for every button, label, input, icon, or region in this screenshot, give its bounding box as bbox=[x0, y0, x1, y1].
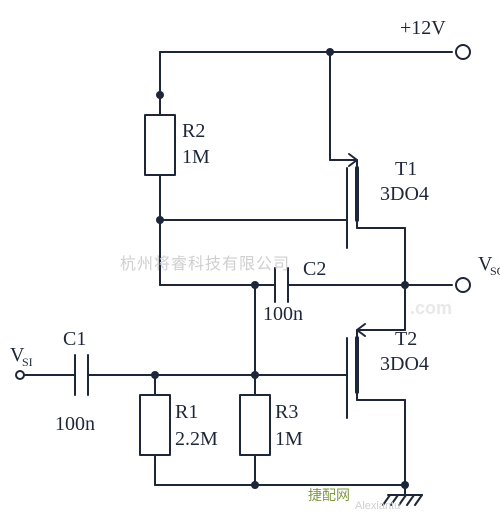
watermark-bottom-en: Alexiantu bbox=[355, 500, 400, 512]
label-r3-value: 1M bbox=[275, 428, 303, 450]
label-t1-part: 3DO4 bbox=[380, 183, 429, 205]
watermark-bottom-cn: 捷配网 bbox=[308, 485, 350, 505]
watermark-com: .com bbox=[410, 298, 452, 319]
label-t2-part: 3DO4 bbox=[380, 353, 429, 375]
label-c2-value: 100n bbox=[263, 303, 303, 325]
gnd-h5 bbox=[415, 495, 422, 505]
t1-mosfet bbox=[330, 154, 405, 285]
label-r2-name: R2 bbox=[182, 120, 205, 142]
r1-body bbox=[140, 395, 170, 455]
terminal-12v bbox=[456, 45, 470, 59]
label-12v: +12V bbox=[400, 17, 446, 39]
label-r2-value: 1M bbox=[182, 146, 210, 168]
label-c2-name: C2 bbox=[303, 258, 326, 280]
node-bottom-r3 bbox=[251, 481, 259, 489]
label-t1-name: T1 bbox=[395, 158, 417, 180]
label-c1-value: 100n bbox=[55, 413, 95, 435]
r2-body bbox=[145, 115, 175, 175]
r3-body bbox=[240, 395, 270, 455]
label-r1-name: R1 bbox=[175, 401, 198, 423]
schematic-container: 杭州将睿科技有限公司 .com 捷配网 Alexiantu +12V V SO … bbox=[0, 0, 500, 516]
gnd-h4 bbox=[407, 495, 414, 505]
watermark-company: 杭州将睿科技有限公司 bbox=[120, 250, 290, 274]
label-r1-value: 2.2M bbox=[175, 428, 218, 450]
label-r3-name: R3 bbox=[275, 401, 298, 423]
label-vsi-sub: SI bbox=[22, 355, 33, 369]
label-vso-sub: SO bbox=[490, 264, 500, 278]
terminal-vsi bbox=[16, 371, 24, 379]
label-t2-name: T2 bbox=[395, 328, 417, 350]
terminal-vso bbox=[456, 278, 470, 292]
label-c1-name: C1 bbox=[63, 328, 86, 350]
